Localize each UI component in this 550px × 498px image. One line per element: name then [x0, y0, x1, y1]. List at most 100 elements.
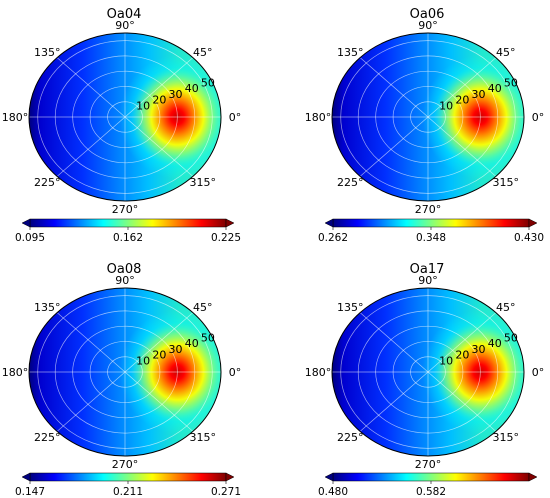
colorbar: 0.147 0.211 0.271: [15, 472, 241, 498]
azimuth-tick-label: 135°: [337, 46, 364, 59]
grid-spoke: [124, 312, 194, 373]
azimuth-tick-label: 180°: [2, 111, 29, 124]
polar-outline: [331, 32, 525, 202]
azimuth-tick-label: 45°: [193, 46, 213, 59]
colorbar-tick-label: 0.348: [416, 232, 446, 244]
colorbar-min-arrow: [324, 218, 334, 228]
colorbar: 0.095 0.162 0.225: [15, 218, 241, 244]
radial-tick-label: 20: [152, 94, 166, 107]
colorbar-scale: [29, 218, 227, 228]
colorbar-max-arrow: [528, 218, 538, 228]
azimuth-tick-label: 135°: [34, 46, 61, 59]
azimuth-tick-label: 315°: [493, 176, 520, 189]
colorbar-tick-label: 0.480: [318, 486, 348, 498]
radial-tick-label: 40: [488, 337, 502, 350]
colorbar-min-arrow: [21, 218, 31, 228]
grid-spoke: [56, 371, 126, 432]
radial-tick-label: 40: [185, 337, 199, 350]
colorbar: 0.480 0.582: [318, 472, 538, 498]
colorbar-tick-label: 0.582: [416, 486, 446, 498]
grid-spoke: [427, 371, 497, 432]
radial-tick-label: 50: [201, 331, 215, 344]
colorbar-tick-label: 0.262: [318, 232, 348, 244]
azimuth-tick-label: 225°: [337, 431, 364, 444]
colorbar-tick-label: 0.147: [15, 486, 45, 498]
polar-outline: [28, 32, 222, 202]
radial-tick-label: 20: [455, 349, 469, 362]
colorbar-tick-label: 0.271: [211, 486, 241, 498]
azimuth-tick-label: 270°: [112, 458, 139, 471]
grid-spoke: [124, 116, 194, 177]
grid-spoke: [427, 57, 497, 118]
panel-title: Oa08: [107, 262, 142, 277]
colorbar-tick-label: 0.211: [113, 486, 143, 498]
azimuth-tick-label: 45°: [496, 301, 516, 314]
radial-tick-label: 50: [504, 76, 518, 89]
azimuth-tick-label: 270°: [112, 203, 139, 216]
grid-spoke: [359, 371, 429, 432]
panel-title: Oa06: [410, 7, 445, 22]
azimuth-tick-label: 45°: [496, 46, 516, 59]
radial-tick-label: 30: [472, 343, 486, 356]
azimuth-tick-label: 315°: [190, 431, 217, 444]
azimuth-tick-label: 90°: [115, 19, 135, 32]
azimuth-tick-label: 315°: [190, 176, 217, 189]
azimuth-tick-label: 270°: [415, 458, 442, 471]
azimuth-tick-label: 0°: [532, 366, 545, 379]
azimuth-tick-label: 0°: [229, 366, 242, 379]
panel-title: Oa04: [107, 7, 142, 22]
azimuth-tick-label: 225°: [34, 176, 61, 189]
colorbar-tick-label: 0.430: [514, 232, 544, 244]
grid-spoke: [427, 312, 497, 373]
radial-tick-label: 50: [504, 331, 518, 344]
azimuth-tick-label: 270°: [415, 203, 442, 216]
radial-tick-label: 20: [455, 94, 469, 107]
azimuth-tick-label: 90°: [418, 274, 438, 287]
polar-outline: [28, 287, 222, 457]
azimuth-tick-label: 45°: [193, 301, 213, 314]
colorbar-scale: [332, 472, 530, 482]
colorbar-max-arrow: [528, 472, 538, 482]
azimuth-tick-label: 90°: [115, 274, 135, 287]
heatmap-field: [332, 288, 524, 456]
radial-tick-label: 10: [439, 99, 453, 112]
colorbar-scale: [332, 218, 530, 228]
colorbar-tick-label: 0.225: [211, 232, 241, 244]
azimuth-tick-label: 225°: [337, 176, 364, 189]
grid-spoke: [427, 116, 497, 177]
heatmap-field: [332, 33, 524, 201]
grid-spoke: [359, 116, 429, 177]
polar-outline: [331, 287, 525, 457]
radial-tick-label: 10: [136, 99, 150, 112]
radial-tick-label: 50: [201, 76, 215, 89]
heatmap-field: [29, 33, 221, 201]
grid-spoke: [56, 116, 126, 177]
grid-spoke: [359, 312, 429, 373]
colorbar-tick-label: 0.162: [113, 232, 143, 244]
panel-title: Oa17: [410, 262, 445, 277]
azimuth-tick-label: 180°: [2, 366, 29, 379]
azimuth-tick-label: 180°: [305, 366, 332, 379]
grid-spoke: [359, 57, 429, 118]
grid-spoke: [124, 371, 194, 432]
grid-spoke: [124, 57, 194, 118]
colorbar-scale: [29, 472, 227, 482]
azimuth-tick-label: 180°: [305, 111, 332, 124]
radial-tick-label: 30: [472, 88, 486, 101]
radial-tick-label: 30: [169, 343, 183, 356]
radial-tick-label: 30: [169, 88, 183, 101]
radial-tick-label: 40: [185, 82, 199, 95]
grid-spoke: [56, 57, 126, 118]
colorbar-max-arrow: [225, 218, 235, 228]
azimuth-tick-label: 135°: [337, 301, 364, 314]
colorbar-min-arrow: [324, 472, 334, 482]
azimuth-tick-label: 0°: [532, 111, 545, 124]
grid-spoke: [56, 312, 126, 373]
radial-tick-label: 10: [439, 354, 453, 367]
colorbar: 0.262 0.348 0.430: [318, 218, 544, 244]
